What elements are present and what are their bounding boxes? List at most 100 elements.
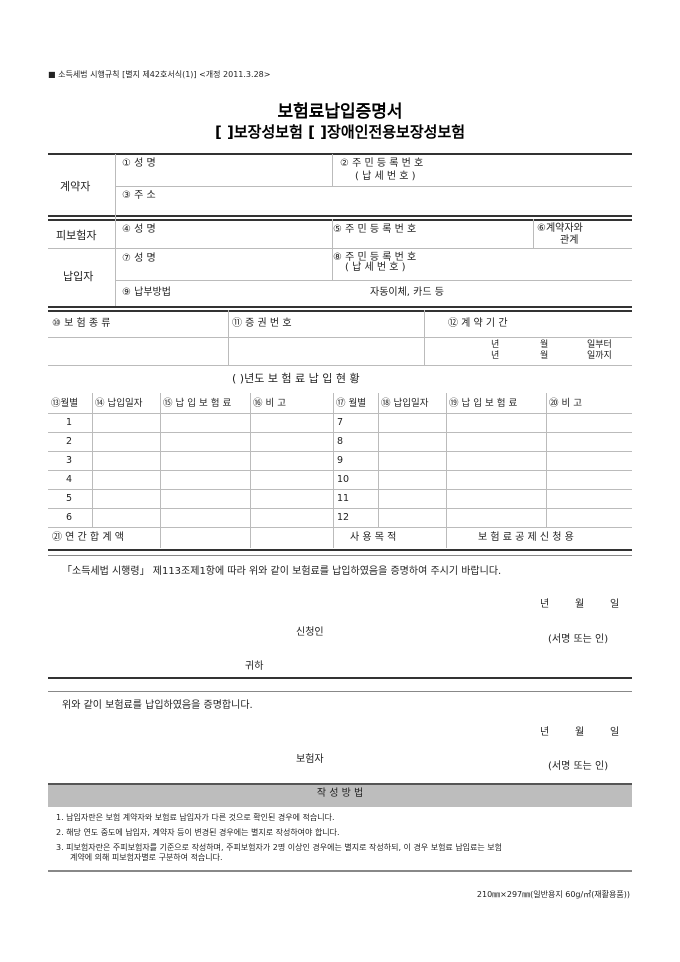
payer-label: 납입자 [63, 270, 94, 283]
table-header: ⑲ 납 입 보 험 료 [449, 398, 518, 409]
divider [48, 677, 632, 679]
subtitle: [ ]보장성보험 [ ]장애인전용보장성보험 [214, 123, 466, 141]
month-cell: 5 [66, 493, 73, 504]
policy-number-label: ⑪ 증 권 번 호 [232, 318, 292, 329]
contractor-name-label: ① 성 명 [122, 158, 156, 169]
divider [48, 215, 632, 217]
period-year: 년 [491, 340, 500, 350]
contractor-label: 계약자 [60, 180, 91, 193]
insurer-label: 보험자 [296, 754, 324, 765]
row-divider [48, 413, 632, 414]
row-divider [48, 432, 632, 433]
insurer-sign: (서명 또는 인) [548, 761, 609, 772]
period-month: 월 [540, 351, 549, 361]
column-divider [546, 393, 547, 527]
table-header: ⑳ 비 고 [549, 398, 583, 409]
row-divider [48, 508, 632, 509]
instruction-item: 3. 피보험자란은 주피보험자를 기준으로 작성하며, 주피보험자가 2명 이상… [56, 843, 503, 852]
payer-name-label: ⑦ 성 명 [122, 253, 156, 264]
month-cell: 10 [337, 474, 350, 485]
column-divider [446, 393, 447, 548]
instruction-item: 계약에 의해 피보험자별로 구분하여 적습니다. [70, 853, 223, 862]
table-header: ⑰ 월별 [336, 398, 366, 409]
column-divider [160, 393, 161, 548]
divider [228, 310, 229, 365]
date-year: 년 [540, 599, 550, 610]
month-cell: 9 [337, 455, 344, 466]
divider [48, 153, 632, 155]
applicant-label: 신청인 [296, 627, 324, 638]
month-cell: 1 [66, 417, 73, 428]
divider [332, 219, 333, 280]
instructions-title: 작 성 방 법 [316, 788, 364, 799]
payer-tax-id-label: ( 납 세 번 호 ) [345, 262, 406, 273]
contractor-address-label: ③ 주 소 [122, 190, 156, 201]
divider [533, 219, 534, 248]
divider [115, 154, 116, 306]
divider [48, 549, 632, 551]
relation-label: ⑥계약자와 [537, 223, 583, 234]
month-cell: 8 [337, 436, 344, 447]
page-title: 보험료납입증명서 [277, 102, 403, 122]
divider [48, 306, 632, 308]
divider [332, 154, 333, 186]
divider [48, 691, 632, 692]
row-divider [48, 527, 632, 528]
date-day: 일 [610, 599, 620, 610]
period-month: 월 [540, 340, 549, 350]
divider [48, 555, 632, 556]
request-text: 「소득세법 시행령」 제113조제1항에 따라 위와 같이 보험료를 납입하였음… [62, 566, 502, 577]
divider [115, 186, 632, 187]
relation-label-2: 관계 [560, 235, 579, 246]
date-day: 일 [610, 727, 620, 738]
divider [48, 365, 632, 366]
recipient-label: 귀하 [245, 661, 264, 672]
table-header: ⑭ 납입일자 [95, 398, 143, 409]
paper-spec: 210㎜×297㎜(일반용지 60g/㎡(재활용품)) [476, 890, 630, 899]
date-year: 년 [540, 727, 550, 738]
instructions-header [48, 783, 632, 807]
month-cell: 4 [66, 474, 73, 485]
divider [48, 219, 632, 221]
contractor-id-label: ② 주 민 등 록 번 호 [340, 158, 424, 169]
month-cell: 11 [337, 493, 350, 504]
date-month: 월 [575, 599, 585, 610]
divider [115, 280, 632, 281]
contractor-tax-id-label: ( 납 세 번 호 ) [355, 171, 416, 182]
insured-name-label: ④ 성 명 [122, 224, 156, 235]
column-divider [333, 393, 334, 548]
applicant-sign: (서명 또는 인) [548, 634, 609, 645]
purpose-label: 사 용 목 적 [350, 532, 397, 543]
instruction-item: 2. 해당 연도 중도에 납입자, 계약자 등이 변경된 경우에는 별지로 작성… [56, 828, 340, 837]
column-divider [378, 393, 379, 527]
divider [48, 248, 632, 249]
contract-period-label: ⑫ 계 약 기 간 [448, 318, 508, 329]
column-divider [250, 393, 251, 548]
payment-method-value: 자동이체, 카드 등 [370, 287, 444, 298]
total-label: ㉑ 연 간 합 계 액 [52, 532, 124, 543]
table-header: ⑮ 납 입 보 험 료 [163, 398, 232, 409]
table-header: ⑱ 납입일자 [381, 398, 429, 409]
divider [424, 310, 425, 365]
payment-method-label: ⑨ 납부방법 [122, 287, 171, 298]
row-divider [48, 489, 632, 490]
certify-text: 위와 같이 보험료를 납입하였음을 증명합니다. [62, 700, 253, 711]
period-to: 일까지 [587, 351, 612, 361]
policy-type-label: ⑩ 보 험 종 류 [52, 318, 111, 329]
payer-id-label: ⑧ 주 민 등 록 번 호 [333, 252, 417, 263]
date-month: 월 [575, 727, 585, 738]
column-divider [92, 393, 93, 527]
divider [48, 870, 632, 872]
insured-label: 피보험자 [56, 229, 97, 242]
row-divider [48, 470, 632, 471]
table-header: ⑯ 비 고 [253, 398, 287, 409]
yearly-payment-title: ( )년도 보 험 료 납 입 현 황 [232, 372, 360, 385]
header-note: ■ 소득세법 시행규칙 [별지 제42호서식(1)] <개정 2011.3.28… [48, 70, 271, 79]
divider [48, 310, 632, 312]
month-cell: 7 [337, 417, 344, 428]
month-cell: 6 [66, 512, 73, 523]
period-year: 년 [491, 351, 500, 361]
month-cell: 3 [66, 455, 73, 466]
month-cell: 2 [66, 436, 73, 447]
